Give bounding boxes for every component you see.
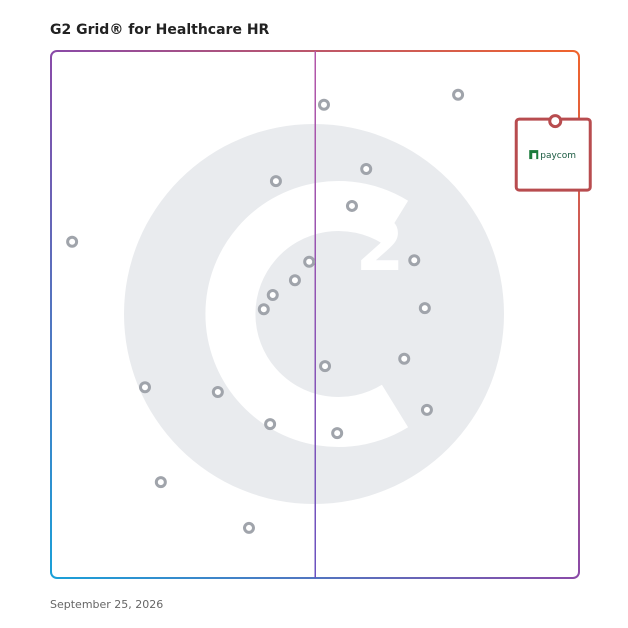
point: [360, 163, 373, 176]
point: [154, 476, 167, 489]
point: [66, 235, 79, 248]
point: [345, 199, 358, 212]
logo-icon: [532, 153, 537, 160]
point: [257, 303, 270, 316]
date: September 25, 2026: [50, 598, 163, 611]
point: [452, 88, 465, 101]
point: [408, 254, 421, 267]
point: [243, 521, 255, 534]
point: [266, 289, 279, 302]
svg-text:2: 2: [356, 205, 405, 287]
point: [138, 381, 151, 394]
point: [319, 360, 332, 373]
point: [211, 385, 224, 398]
point: [420, 403, 433, 416]
point: [398, 352, 411, 365]
point: [548, 114, 563, 129]
quadrant-line: [314, 51, 316, 578]
point: [331, 427, 344, 440]
point: [418, 302, 431, 315]
point: [264, 418, 277, 431]
chart-title: G2 Grid® for Healthcare HR: [50, 22, 270, 38]
point: [317, 98, 330, 111]
point: [288, 274, 301, 287]
point: [269, 175, 282, 188]
point: [303, 255, 316, 268]
legend-label: paycom: [540, 151, 576, 161]
